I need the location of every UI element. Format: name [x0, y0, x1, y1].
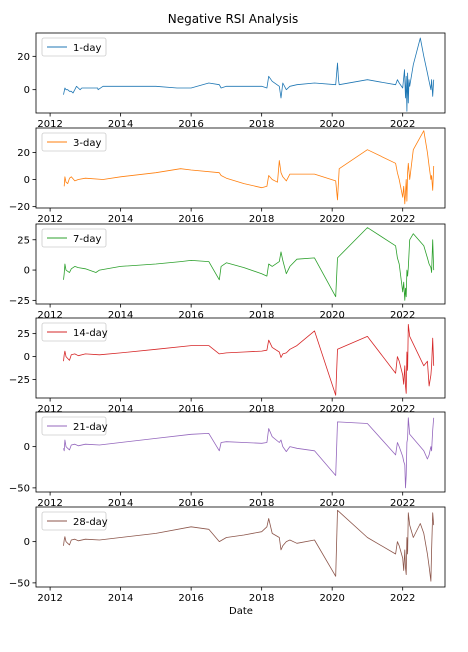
legend-label: 7-day	[73, 234, 101, 245]
legend-label: 14-day	[73, 328, 108, 339]
series-line-7-day	[63, 227, 435, 301]
series-line-28-day	[63, 509, 435, 582]
y-tick-label: 0	[24, 442, 30, 453]
panel-6: 2012 2014 2016 2018 2020 2022 −50 0 28-day	[9, 506, 446, 604]
x-axis-label: Date	[229, 606, 253, 617]
x-tick-label: 2012	[37, 593, 62, 604]
x-tick-label: 2012	[37, 498, 62, 509]
y-tick-label: 0	[24, 352, 30, 363]
legend-label: 21-day	[73, 422, 108, 433]
y-tick-label: −50	[9, 578, 30, 589]
legend-box	[41, 132, 107, 152]
y-tick-label: −25	[9, 296, 30, 307]
x-tick-label: 2018	[249, 214, 274, 225]
x-tick-label: 2016	[178, 119, 203, 130]
x-tick-label: 2020	[319, 593, 344, 604]
x-tick-label: 2016	[178, 498, 203, 509]
legend-box	[41, 37, 107, 57]
panel-4: 2012 2014 2016 2018 2020 2022 −25 0 25 14-day	[9, 317, 446, 415]
x-tick-label: 2012	[37, 404, 62, 415]
x-tick-label: 2018	[249, 498, 274, 509]
x-tick-label: 2018	[249, 404, 274, 415]
y-tick-label: 0	[24, 266, 30, 277]
series-line-14-day	[63, 323, 435, 396]
panel-3: 2012 2014 2016 2018 2020 2022 −25 0 25 7-day	[9, 223, 446, 321]
x-tick-label: 2022	[390, 214, 415, 225]
x-tick-label: 2020	[319, 310, 344, 321]
x-tick-label: 2018	[249, 310, 274, 321]
x-tick-label: 2018	[249, 593, 274, 604]
y-tick-label: 25	[17, 329, 30, 340]
y-tick-label: −50	[9, 483, 30, 494]
legend-label: 3-day	[73, 138, 101, 149]
x-tick-label: 2018	[249, 119, 274, 130]
x-tick-label: 2016	[178, 593, 203, 604]
series-line-3-day	[63, 130, 435, 205]
y-tick-label: −20	[9, 202, 30, 213]
chart-title: Negative RSI Analysis	[168, 12, 298, 26]
legend-label: 1-day	[73, 43, 101, 54]
series-line-1-day	[63, 37, 435, 112]
x-tick-label: 2012	[37, 214, 62, 225]
panel-1: 2012 2014 2016 2018 2020 2022 0 20 1-day	[17, 32, 446, 130]
panel-5: 2012 2014 2016 2018 2020 2022 −50 0 21-day	[9, 411, 446, 509]
x-tick-label: 2020	[319, 404, 344, 415]
y-tick-label: −25	[9, 375, 30, 386]
panel-2: 2012 2014 2016 2018 2020 2022 −20 0 20 3-day	[9, 127, 446, 225]
x-tick-label: 2016	[178, 310, 203, 321]
y-tick-label: 0	[24, 175, 30, 186]
series-line-21-day	[63, 417, 435, 489]
x-tick-label: 2022	[390, 404, 415, 415]
x-tick-label: 2014	[108, 404, 133, 415]
x-tick-label: 2020	[319, 214, 344, 225]
y-tick-label: 0	[24, 85, 30, 96]
x-tick-label: 2014	[108, 498, 133, 509]
x-tick-label: 2014	[108, 214, 133, 225]
x-tick-label: 2020	[319, 498, 344, 509]
x-tick-label: 2022	[390, 310, 415, 321]
legend-box	[41, 228, 107, 248]
y-tick-label: 0	[24, 537, 30, 548]
legend-box	[41, 322, 107, 342]
x-tick-label: 2016	[178, 214, 203, 225]
y-tick-label: 20	[17, 148, 30, 159]
y-tick-label: 25	[17, 235, 30, 246]
legend-label: 28-day	[73, 517, 108, 528]
legend-box	[41, 511, 107, 531]
x-tick-label: 2012	[37, 310, 62, 321]
legend-box	[41, 416, 107, 436]
x-tick-label: 2014	[108, 119, 133, 130]
x-tick-label: 2022	[390, 498, 415, 509]
x-tick-label: 2022	[390, 119, 415, 130]
x-tick-label: 2014	[108, 310, 133, 321]
y-tick-label: 20	[17, 52, 30, 63]
x-tick-label: 2016	[178, 404, 203, 415]
x-tick-label: 2022	[390, 593, 415, 604]
x-tick-label: 2014	[108, 593, 133, 604]
x-tick-label: 2020	[319, 119, 344, 130]
x-tick-label: 2012	[37, 119, 62, 130]
